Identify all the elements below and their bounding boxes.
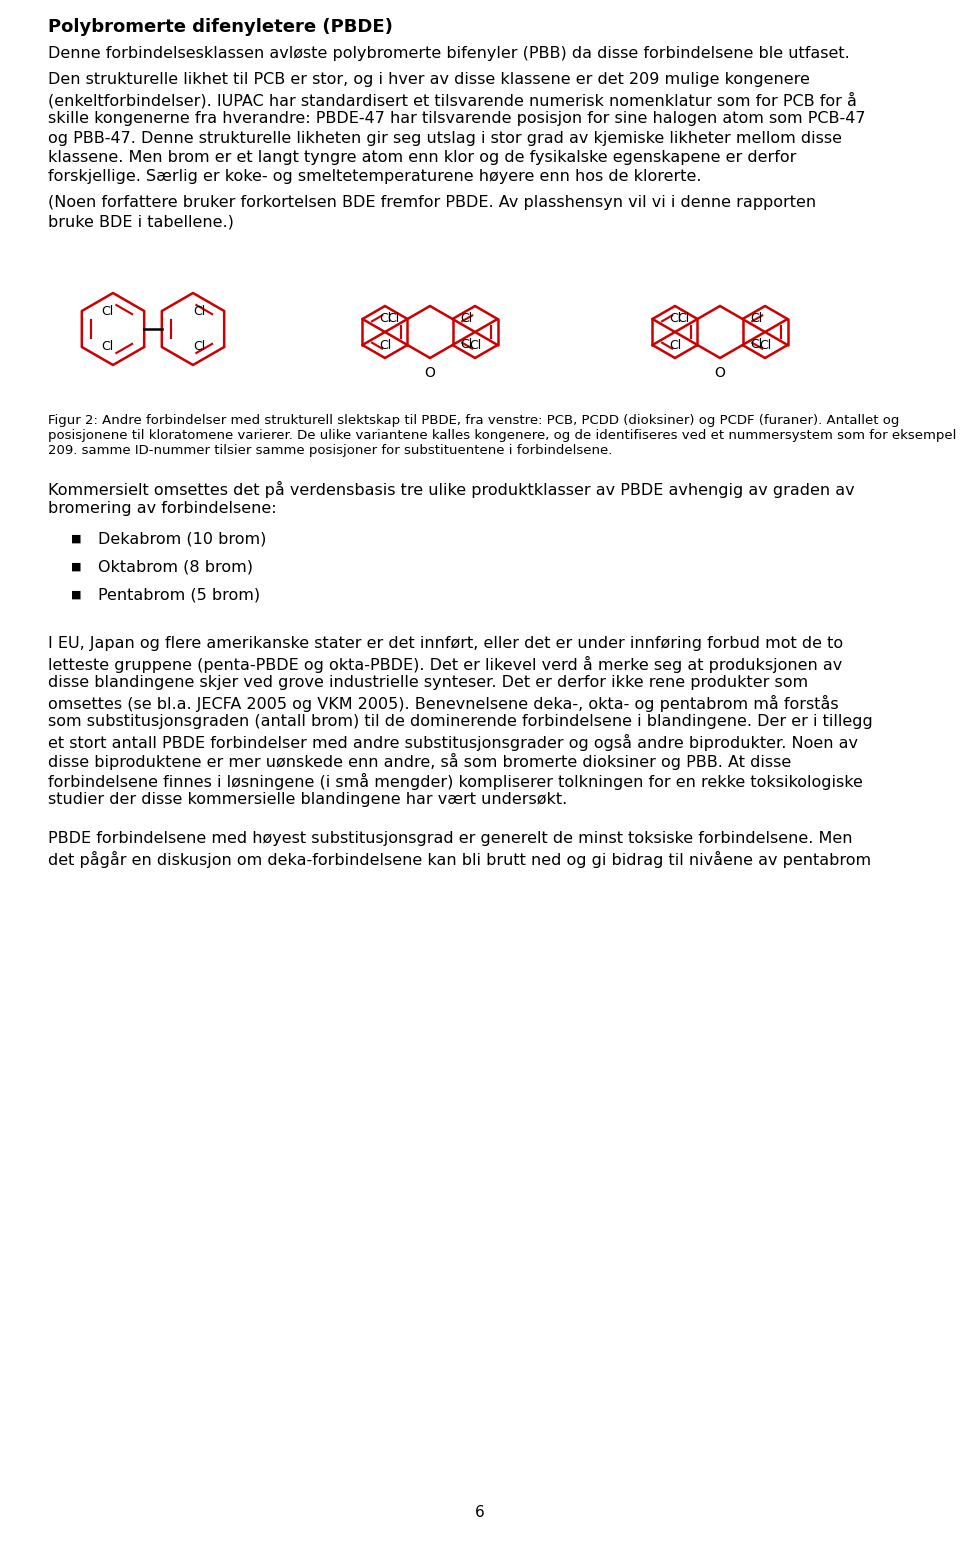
Text: letteste gruppene (penta-PBDE og okta-PBDE). Det er likevel verd å merke seg at : letteste gruppene (penta-PBDE og okta-PB… — [48, 656, 842, 673]
Text: PBDE forbindelsene med høyest substitusjonsgrad er generelt de minst toksiske fo: PBDE forbindelsene med høyest substitusj… — [48, 832, 852, 847]
Text: Cl: Cl — [751, 338, 763, 352]
Text: Pentabrom (5 brom): Pentabrom (5 brom) — [98, 588, 260, 603]
Text: ■: ■ — [71, 534, 82, 545]
Text: Oktabrom (8 brom): Oktabrom (8 brom) — [98, 560, 253, 576]
Text: Cl: Cl — [101, 339, 113, 353]
Text: Cl: Cl — [468, 339, 481, 352]
Text: Cl: Cl — [751, 313, 763, 326]
Text: omsettes (se bl.a. JECFA 2005 og VKM 2005). Benevnelsene deka-, okta- og pentabr: omsettes (se bl.a. JECFA 2005 og VKM 200… — [48, 694, 839, 711]
Text: bromering av forbindelsene:: bromering av forbindelsene: — [48, 500, 276, 515]
Text: bruke BDE i tabellene.): bruke BDE i tabellene.) — [48, 214, 234, 230]
Text: det pågår en diskusjon om deka-forbindelsene kan bli brutt ned og gi bidrag til : det pågår en diskusjon om deka-forbindel… — [48, 852, 871, 869]
Text: (Noen forfattere bruker forkortelsen BDE fremfor PBDE. Av plasshensyn vil vi i d: (Noen forfattere bruker forkortelsen BDE… — [48, 194, 816, 210]
Text: Kommersielt omsettes det på verdensbasis tre ulike produktklasser av PBDE avheng: Kommersielt omsettes det på verdensbasis… — [48, 481, 854, 498]
Text: O: O — [424, 366, 436, 380]
Text: Cl: Cl — [669, 312, 681, 326]
Text: 6: 6 — [475, 1504, 485, 1520]
Text: I EU, Japan og flere amerikanske stater er det innført, eller det er under innfø: I EU, Japan og flere amerikanske stater … — [48, 636, 843, 651]
Text: disse biproduktene er mer uønskede enn andre, så som bromerte dioksiner og PBB. : disse biproduktene er mer uønskede enn a… — [48, 753, 791, 770]
Text: 209. samme ID-nummer tilsier samme posisjoner for substituentene i forbindelsene: 209. samme ID-nummer tilsier samme posis… — [48, 444, 612, 457]
Text: forskjellige. Særlig er koke- og smeltetemperaturene høyere enn hos de klorerte.: forskjellige. Særlig er koke- og smeltet… — [48, 170, 702, 185]
Text: et stort antall PBDE forbindelser med andre substitusjonsgrader og også andre bi: et stort antall PBDE forbindelser med an… — [48, 733, 858, 750]
Text: Cl: Cl — [461, 338, 472, 352]
Text: Cl: Cl — [759, 339, 771, 352]
Text: Cl: Cl — [193, 306, 205, 318]
Text: Cl: Cl — [193, 339, 205, 353]
Text: Cl: Cl — [461, 313, 472, 326]
Text: Figur 2: Andre forbindelser med strukturell slektskap til PBDE, fra venstre: PCB: Figur 2: Andre forbindelser med struktur… — [48, 414, 900, 427]
Text: disse blandingene skjer ved grove industrielle synteser. Det er derfor ikke rene: disse blandingene skjer ved grove indust… — [48, 674, 808, 690]
Text: Dekabrom (10 brom): Dekabrom (10 brom) — [98, 532, 266, 548]
Text: Cl: Cl — [379, 339, 391, 352]
Text: forbindelsene finnes i løsningene (i små mengder) kompliserer tolkningen for en : forbindelsene finnes i løsningene (i små… — [48, 773, 863, 790]
Text: skille kongenerne fra hverandre: PBDE-47 har tilsvarende posisjon for sine halog: skille kongenerne fra hverandre: PBDE-47… — [48, 111, 866, 127]
Text: og PBB-47. Denne strukturelle likheten gir seg utslag i stor grad av kjemiske li: og PBB-47. Denne strukturelle likheten g… — [48, 131, 842, 145]
Text: Den strukturelle likhet til PCB er stor, og i hver av disse klassene er det 209 : Den strukturelle likhet til PCB er stor,… — [48, 73, 810, 86]
Text: studier der disse kommersielle blandingene har vært undersøkt.: studier der disse kommersielle blandinge… — [48, 792, 567, 807]
Text: Cl: Cl — [387, 313, 399, 326]
Text: Denne forbindelsesklassen avløste polybromerte bifenyler (PBB) da disse forbinde: Denne forbindelsesklassen avløste polybr… — [48, 46, 850, 62]
Text: Cl: Cl — [669, 339, 681, 352]
Text: ■: ■ — [71, 562, 82, 572]
Text: (enkeltforbindelser). IUPAC har standardisert et tilsvarende numerisk nomenklatu: (enkeltforbindelser). IUPAC har standard… — [48, 91, 857, 108]
Text: Cl: Cl — [677, 313, 689, 326]
Text: O: O — [714, 366, 726, 380]
Text: posisjonene til kloratomene varierer. De ulike variantene kalles kongenere, og d: posisjonene til kloratomene varierer. De… — [48, 429, 960, 441]
Text: Polybromerte difenyletere (PBDE): Polybromerte difenyletere (PBDE) — [48, 19, 393, 35]
Text: Cl: Cl — [101, 306, 113, 318]
Text: ■: ■ — [71, 589, 82, 600]
Text: som substitusjonsgraden (antall brom) til de dominerende forbindelsene i blandin: som substitusjonsgraden (antall brom) ti… — [48, 714, 873, 728]
Text: klassene. Men brom er et langt tyngre atom enn klor og de fysikalske egenskapene: klassene. Men brom er et langt tyngre at… — [48, 150, 797, 165]
Text: Cl: Cl — [379, 312, 391, 326]
